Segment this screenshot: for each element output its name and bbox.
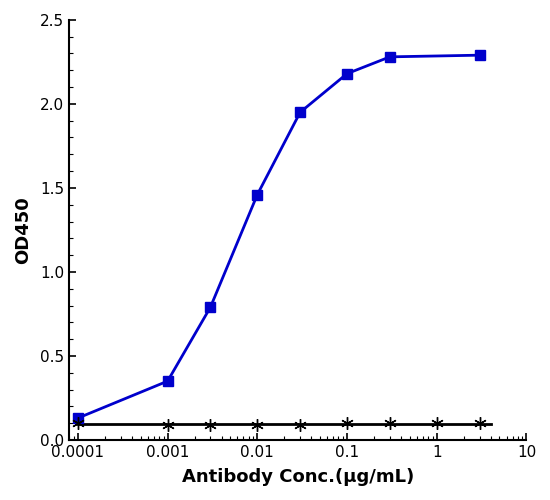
X-axis label: Antibody Conc.(μg/mL): Antibody Conc.(μg/mL) [182, 468, 414, 486]
Y-axis label: OD450: OD450 [14, 196, 32, 264]
